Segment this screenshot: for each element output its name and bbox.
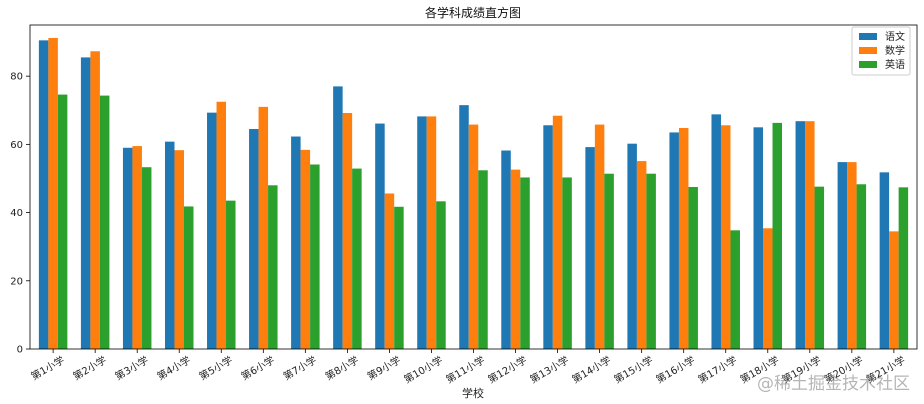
bar-1-4 <box>164 141 175 349</box>
bar-1-10 <box>417 116 427 350</box>
legend-swatch-2 <box>859 47 877 54</box>
x-tick-label-17: 第17小学 <box>696 353 740 386</box>
bar-1-14 <box>585 147 595 349</box>
legend-label-2: 数学 <box>885 44 905 57</box>
x-tick-label-12: 第12小学 <box>486 353 530 386</box>
chart-title: 各学科成绩直方图 <box>425 5 521 20</box>
bar-3-17 <box>730 230 740 349</box>
y-tick-label-2: 40 <box>10 208 23 219</box>
bar-2-13 <box>552 115 563 349</box>
bar-2-20 <box>847 162 857 349</box>
bar-2-2 <box>90 51 100 350</box>
bar-3-13 <box>562 177 572 349</box>
bar-2-16 <box>678 127 689 349</box>
bar-3-7 <box>310 164 320 349</box>
bar-2-4 <box>174 150 184 349</box>
bar-2-8 <box>342 112 353 349</box>
bar-2-6 <box>258 106 269 349</box>
bar-2-14 <box>594 124 605 349</box>
bar-3-8 <box>352 168 362 349</box>
x-tick-label-16: 第16小学 <box>654 353 698 386</box>
bar-3-20 <box>856 184 867 349</box>
bar-3-6 <box>268 185 278 349</box>
x-axis-label: 学校 <box>462 386 484 400</box>
bar-2-18 <box>763 228 773 349</box>
bar-2-7 <box>300 149 311 349</box>
bar-1-20 <box>837 162 848 349</box>
bar-1-21 <box>879 172 890 349</box>
bar-2-11 <box>468 124 479 349</box>
bar-1-13 <box>543 125 553 349</box>
bar-2-21 <box>889 231 899 349</box>
bar-1-1 <box>38 40 49 349</box>
x-tick-label-10: 第10小学 <box>401 353 445 386</box>
bar-3-12 <box>520 177 530 349</box>
bar-1-6 <box>249 129 259 349</box>
bar-2-15 <box>636 161 647 349</box>
bar-2-10 <box>426 116 437 350</box>
y-tick-label-4: 80 <box>10 72 23 83</box>
x-tick-label-1: 第1小学 <box>29 353 67 382</box>
bar-3-9 <box>394 206 404 349</box>
bar-1-12 <box>501 150 511 349</box>
watermark: @稀土掘金技术社区 <box>757 374 910 394</box>
x-tick-label-4: 第4小学 <box>155 353 193 382</box>
y-tick-label-1: 20 <box>10 276 23 287</box>
x-tick-label-15: 第15小学 <box>612 353 656 386</box>
y-tick-label-0: 0 <box>17 345 23 356</box>
bar-3-2 <box>99 95 110 349</box>
x-tick-label-2: 第2小学 <box>71 353 109 382</box>
bar-2-5 <box>216 101 227 349</box>
bar-3-18 <box>772 122 783 349</box>
x-tick-label-7: 第7小学 <box>281 353 319 382</box>
legend-swatch-1 <box>859 33 877 40</box>
bar-3-11 <box>478 170 488 349</box>
x-tick-label-14: 第14小学 <box>570 353 614 386</box>
x-tick-label-3: 第3小学 <box>113 353 151 382</box>
legend-swatch-3 <box>859 61 877 68</box>
legend-label-3: 英语 <box>885 58 905 71</box>
bar-2-17 <box>720 125 731 349</box>
bar-2-9 <box>384 193 395 349</box>
bar-3-21 <box>898 187 909 349</box>
bar-2-3 <box>132 146 142 349</box>
x-tick-label-8: 第8小学 <box>323 353 361 382</box>
x-tick-label-6: 第6小学 <box>239 353 277 382</box>
bar-1-15 <box>627 143 637 349</box>
bar-1-3 <box>122 147 133 349</box>
bar-3-1 <box>57 94 68 349</box>
bar-1-11 <box>459 105 469 349</box>
bar-1-9 <box>375 123 385 349</box>
bar-1-16 <box>669 132 679 349</box>
bar-1-7 <box>291 136 301 349</box>
x-tick-label-5: 第5小学 <box>197 353 235 382</box>
x-tick-label-9: 第9小学 <box>365 353 403 382</box>
bar-3-4 <box>183 206 194 349</box>
legend-label-1: 语文 <box>885 30 905 43</box>
bar-3-15 <box>646 173 656 349</box>
bar-3-3 <box>141 167 152 349</box>
bar-1-18 <box>753 127 764 349</box>
bar-3-10 <box>436 201 446 349</box>
bar-1-17 <box>711 114 721 349</box>
bar-1-8 <box>333 86 343 350</box>
bar-3-19 <box>814 186 825 349</box>
bar-2-12 <box>510 169 521 349</box>
x-tick-label-11: 第11小学 <box>443 353 487 386</box>
y-tick-label-3: 60 <box>10 140 23 151</box>
bar-1-5 <box>207 112 217 349</box>
plot-area: 0 20 40 60 80 第1小学 第2小学 第3小学 第4小学 第5小学 第6小学 第7小学 第8小… <box>10 24 918 386</box>
x-tick-label-13: 第13小学 <box>528 353 572 386</box>
bar-2-1 <box>48 37 58 350</box>
bar-1-19 <box>795 121 806 349</box>
bar-1-2 <box>80 57 91 350</box>
bar-3-14 <box>604 173 614 349</box>
bar-3-5 <box>226 200 236 349</box>
bar-2-19 <box>805 121 815 349</box>
bar-3-16 <box>688 187 698 349</box>
